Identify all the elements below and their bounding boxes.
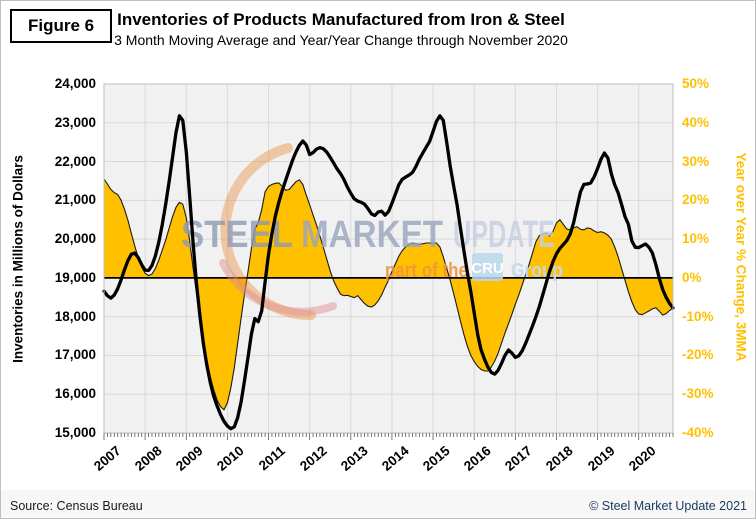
y-left-tick-label: 19,000 [54, 269, 96, 285]
watermark-text: MARKET [301, 214, 443, 256]
cru-logo-box [472, 253, 503, 281]
copyright-note: © Steel Market Update 2021 [589, 499, 747, 513]
y-left-tick-label: 15,000 [54, 425, 96, 440]
y-left-tick-label: 17,000 [54, 347, 96, 363]
y-axis-left-title: Inventories in Millions of Dollars [10, 155, 26, 363]
watermark-arc-shadow [219, 259, 337, 316]
watermark-arc [220, 143, 316, 321]
inventories-line-series [102, 114, 675, 431]
y-right-tick-label: -40% [682, 425, 714, 440]
yoy-area-series [104, 179, 673, 410]
y-right-tick-label: 40% [682, 114, 710, 130]
y-left-tick-label: 21,000 [54, 192, 96, 208]
title-block: Inventories of Products Manufactured fro… [109, 9, 573, 50]
chart-title: Inventories of Products Manufactured fro… [117, 10, 565, 29]
y-right-tick-label: -30% [682, 386, 714, 402]
y-left-tick-label: 23,000 [54, 114, 96, 130]
y-left-tick-label: 22,000 [54, 153, 96, 169]
y-axis-right-title: Year over Year % Change, 3MMA [733, 152, 749, 362]
y-right-tick-label: -20% [682, 347, 714, 363]
y-right-tick-label: -10% [682, 308, 714, 324]
y-left-tick-label: 18,000 [54, 308, 96, 324]
chart-footer: Source: Census Bureau © Steel Market Upd… [1, 490, 755, 518]
watermark-text: UPDATE [453, 214, 555, 256]
source-note: Source: Census Bureau [10, 499, 143, 513]
y-right-tick-label: 30% [682, 153, 710, 169]
y-right-tick-label: 0% [682, 269, 702, 285]
y-left-tick-label: 16,000 [54, 386, 96, 402]
y-right-tick-label: 20% [682, 192, 710, 208]
watermark-tagline: part of the [385, 260, 468, 282]
cru-logo-text: CRU [471, 260, 504, 277]
y-right-tick-label: 50% [682, 76, 710, 91]
figure-number-label: Figure 6 [28, 16, 95, 35]
chart-subtitle: 3 Month Moving Average and Year/Year Cha… [114, 32, 568, 48]
y-right-tick-label: 10% [682, 231, 710, 247]
y-left-tick-label: 20,000 [54, 231, 96, 247]
figure-number-box: Figure 6 [10, 9, 113, 43]
watermark-group-text: Group [511, 260, 563, 282]
y-left-tick-label: 24,000 [54, 76, 96, 91]
